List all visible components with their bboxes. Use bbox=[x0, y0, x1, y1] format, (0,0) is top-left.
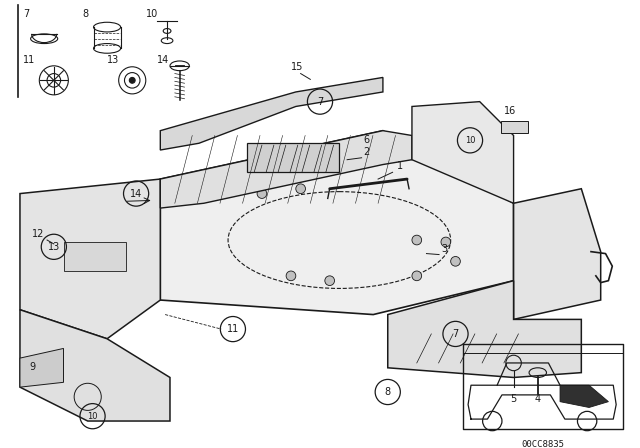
Text: 13: 13 bbox=[107, 55, 119, 65]
Circle shape bbox=[412, 271, 422, 281]
Polygon shape bbox=[560, 385, 609, 408]
Text: 11: 11 bbox=[227, 324, 239, 334]
Polygon shape bbox=[160, 78, 383, 150]
Text: 16: 16 bbox=[504, 106, 516, 116]
Polygon shape bbox=[20, 179, 160, 339]
Text: 6: 6 bbox=[364, 135, 370, 145]
Text: 10: 10 bbox=[87, 412, 98, 421]
Polygon shape bbox=[160, 131, 513, 314]
Text: 7: 7 bbox=[23, 9, 29, 19]
Circle shape bbox=[257, 189, 267, 198]
Text: 8: 8 bbox=[385, 387, 391, 397]
FancyBboxPatch shape bbox=[248, 143, 339, 172]
Circle shape bbox=[451, 257, 460, 266]
Text: 1: 1 bbox=[397, 161, 404, 172]
Text: 3: 3 bbox=[441, 244, 447, 254]
Text: 8: 8 bbox=[83, 9, 89, 19]
Text: 9: 9 bbox=[29, 362, 36, 372]
Text: 7: 7 bbox=[452, 329, 459, 339]
Circle shape bbox=[577, 411, 597, 431]
Circle shape bbox=[412, 235, 422, 245]
Text: 13: 13 bbox=[48, 242, 60, 252]
Text: 11: 11 bbox=[23, 55, 35, 65]
Text: 12: 12 bbox=[31, 229, 44, 239]
Text: 10: 10 bbox=[146, 9, 158, 19]
FancyBboxPatch shape bbox=[501, 121, 528, 133]
Circle shape bbox=[129, 78, 135, 83]
Text: 14: 14 bbox=[130, 189, 142, 198]
Polygon shape bbox=[160, 131, 412, 208]
Polygon shape bbox=[388, 281, 581, 378]
Text: 15: 15 bbox=[291, 62, 303, 72]
Text: 7: 7 bbox=[317, 97, 323, 107]
Text: 5: 5 bbox=[509, 394, 516, 404]
Text: 10: 10 bbox=[465, 136, 476, 145]
Text: 14: 14 bbox=[157, 55, 170, 65]
Polygon shape bbox=[20, 310, 170, 421]
Polygon shape bbox=[513, 189, 601, 319]
Circle shape bbox=[286, 271, 296, 281]
Circle shape bbox=[483, 411, 502, 431]
Circle shape bbox=[296, 184, 305, 194]
Polygon shape bbox=[20, 349, 63, 387]
Polygon shape bbox=[412, 102, 513, 203]
Circle shape bbox=[441, 237, 451, 247]
FancyBboxPatch shape bbox=[63, 242, 127, 271]
Text: 2: 2 bbox=[364, 147, 370, 157]
Circle shape bbox=[325, 276, 335, 285]
Text: 00CC8835: 00CC8835 bbox=[521, 440, 564, 448]
Text: 4: 4 bbox=[535, 394, 541, 404]
